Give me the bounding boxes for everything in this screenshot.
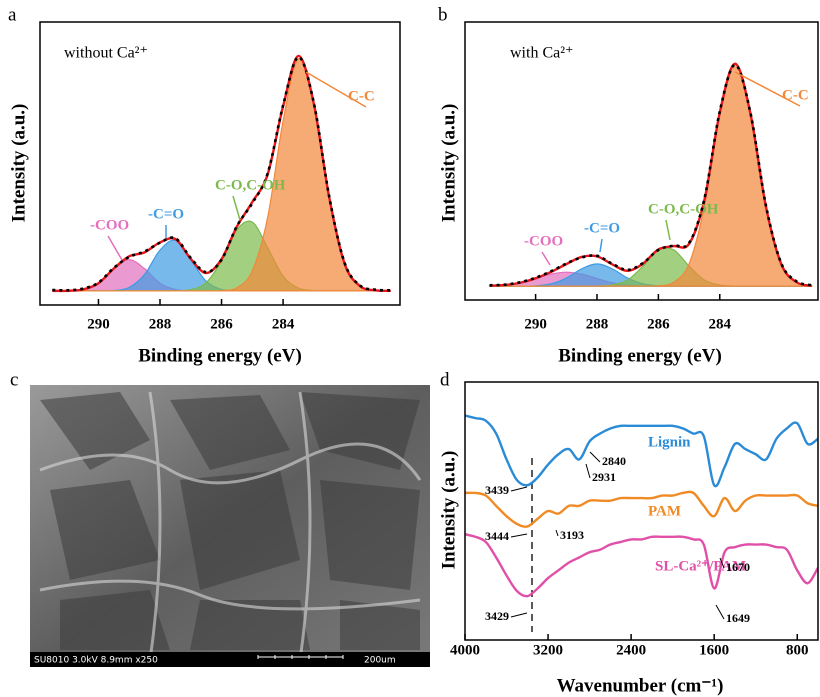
figure: SU8010 3.0kV 8.9mm x250 200um c -COO -C=O… [0,0,820,697]
x-tick-label: 1600 [699,642,729,658]
x-axis-title: Wavenumber (cm⁻¹) [557,675,724,696]
x-tick-label: 290 [87,316,110,332]
series-label: -COO [90,217,129,233]
label-arrow [600,239,602,252]
peak-annotation: 3439 [485,483,509,497]
data-line [465,416,818,487]
x-tick-label: 288 [586,316,609,332]
series-label: Lignin [648,434,691,450]
x-tick-label: 286 [647,316,670,332]
panel-letter: c [10,369,18,390]
y-axis-title: Intensity (a.u.) [8,104,29,223]
sem-image: SU8010 3.0kV 8.9mm x250 200um c [10,369,430,667]
label-arrow [233,196,240,220]
series-label: C-C [782,87,809,103]
label-arrow [108,236,122,260]
peak-arrow [511,487,527,491]
x-tick-label: 4000 [450,642,480,658]
x-tick-label: 800 [786,642,809,658]
x-tick-label: 284 [272,316,295,332]
component-area [490,64,812,286]
series-label: -C=O [584,220,620,236]
plot-frame [465,382,818,640]
y-axis-title: Intensity (a.u.) [438,104,459,223]
peak-annotation: 2840 [602,454,626,468]
page: {"chart_data": [ {"type": "line", "panel… [0,0,820,697]
y-axis-title: Intensity (a.u.) [438,451,459,570]
x-tick-label: 290 [524,316,547,332]
sem-pores [40,392,420,650]
peak-annotation: 3193 [560,528,584,542]
x-tick-label: 288 [149,316,172,332]
x-tick-label: 2400 [616,642,646,658]
series-label: -C=O [148,206,184,222]
x-axis-title: Binding energy (eV) [138,345,302,366]
label-arrow [666,220,670,240]
series-label: PAM [648,503,681,519]
series-label: C-C [348,88,375,104]
panel-letter: b [438,4,448,25]
panel-title: with Ca²⁺ [510,45,573,62]
series-label: C-O,C-OH [215,177,286,193]
peak-annotation: 1649 [726,611,750,625]
data-line [465,534,818,596]
x-tick-label: 284 [709,316,732,332]
peak-arrow [556,530,558,536]
peak-annotation: 2931 [592,470,616,484]
peak-annotation: 1670 [726,560,750,574]
label-arrow [542,252,550,265]
x-axis-title: Binding energy (eV) [558,345,722,366]
x-tick-label: 286 [210,316,233,332]
panel-title: without Ca²⁺ [64,45,148,62]
sem-scale-text: 200um [364,656,396,666]
panel-letter: d [440,369,450,390]
peak-arrow [586,464,590,478]
panel-letter: a [8,4,17,25]
data-line [465,492,818,527]
peak-arrow [716,605,724,619]
series-label: C-O,C-OH [648,201,719,217]
plot-area [490,64,812,286]
series-label: -COO [524,233,563,249]
component-area [52,59,390,291]
peak-arrow [590,452,600,462]
x-tick-label: 3200 [533,642,563,658]
peak-arrow [511,613,527,617]
peak-arrow [511,534,527,537]
peak-annotation: 3444 [485,529,509,543]
peak-annotation: 3429 [485,609,509,623]
sem-caption: SU8010 3.0kV 8.9mm x250 [34,656,158,666]
plot-area [465,416,818,597]
